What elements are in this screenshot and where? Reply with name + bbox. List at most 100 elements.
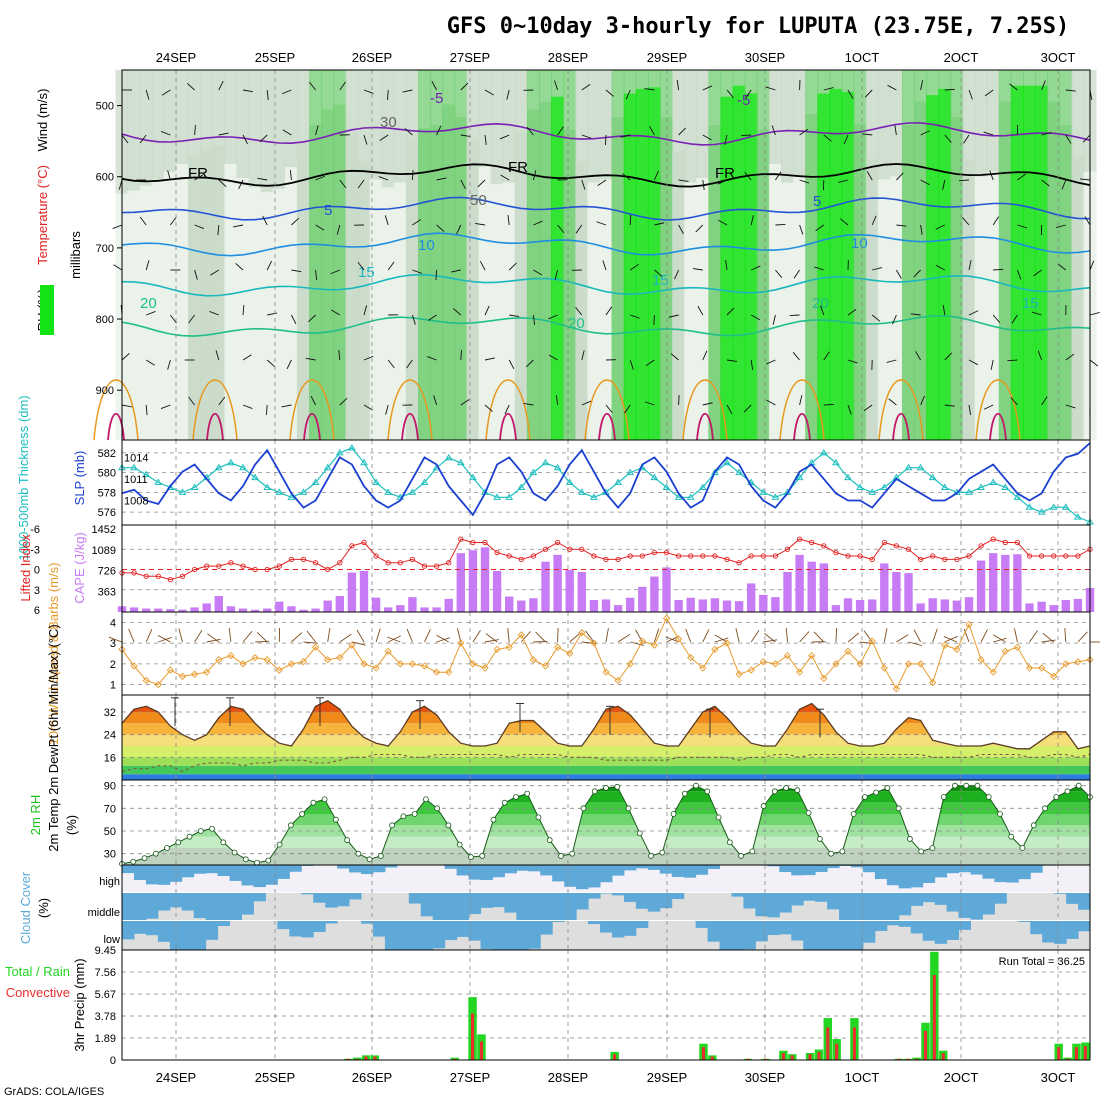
warm-contour (584, 379, 630, 441)
wind-barb (913, 269, 921, 278)
contour-label: 15 (1022, 295, 1039, 312)
rh-point (445, 822, 452, 829)
wind-barb (194, 629, 203, 643)
wind-speed-point (844, 647, 852, 656)
wind-barb (866, 171, 873, 181)
li-point (143, 573, 149, 579)
cloud-bar (611, 921, 625, 938)
cloud-bar (934, 893, 948, 905)
wind-barb (533, 269, 543, 276)
date-label-top: 3OCT (1041, 50, 1076, 65)
wind-barb (1011, 314, 1018, 324)
wind-barb (1041, 396, 1048, 406)
wind-barb (581, 400, 592, 406)
wind-barb (1037, 350, 1043, 361)
rh-cell (805, 113, 819, 440)
rh-cell (1010, 85, 1024, 441)
rh-cell (841, 70, 855, 92)
wind-barb (886, 359, 897, 363)
rh-cell (696, 178, 710, 440)
thickness-point (771, 493, 780, 500)
wind-barb (944, 134, 952, 143)
wind-barb (1084, 216, 1091, 226)
cape-bar (880, 563, 889, 612)
wind-barb (452, 308, 462, 316)
rh-cell (1022, 70, 1037, 86)
wind-speed-point (638, 637, 646, 645)
rh-cell (563, 70, 577, 130)
cloud-bar (217, 865, 231, 877)
wind-speed-point (299, 658, 308, 666)
wind-speed-point (324, 656, 332, 664)
rh-point (366, 856, 373, 863)
rh-cell (1022, 85, 1037, 441)
cape-bar (710, 598, 720, 612)
cape-bar (202, 603, 211, 612)
temperature-tick: 32 (104, 707, 116, 719)
thickness-point (650, 473, 659, 481)
wind-barb (726, 359, 737, 362)
li-point (905, 546, 912, 552)
wind-barb (259, 134, 268, 143)
li-point (833, 549, 839, 556)
wind-barb (1089, 260, 1095, 271)
thickness-point (928, 473, 937, 481)
wind-speed-point (662, 614, 671, 622)
cloud-bar (779, 865, 792, 873)
wind-barb (617, 633, 631, 643)
wind-barb (629, 359, 634, 370)
precip-convective-bar (373, 1056, 377, 1060)
wind-barb (847, 359, 858, 364)
wind-barb (992, 314, 1001, 323)
cloud-bar (731, 921, 744, 950)
wind-barb (799, 224, 804, 235)
li-point (966, 553, 972, 559)
date-label-bottom: 2OCT (944, 1070, 979, 1085)
precip-panel: Run Total = 36.25 9.45 7.56 5.67 3.78 1.89 0 3h… (5, 945, 1090, 1067)
rh-point (940, 794, 947, 800)
cape-bar (722, 600, 732, 612)
wind-barb (750, 359, 754, 370)
rh-point (850, 811, 857, 817)
li-point (1075, 553, 1081, 559)
thickness-point (1013, 493, 1022, 500)
rh-cell (962, 159, 976, 440)
cloud-bar (958, 893, 971, 918)
wind-barb (581, 84, 591, 91)
rh-cell (672, 70, 686, 152)
rh-point (299, 811, 305, 817)
rh-cell (877, 70, 891, 180)
wind-barb (908, 641, 923, 647)
wind-barb (242, 404, 253, 410)
cape-li-panel: -6 -3 0 3 6 1452 1089 726 363 Lifted Index CAPE (J… (18, 524, 1095, 617)
wind-barb (460, 179, 466, 190)
cloud-bar (659, 865, 673, 874)
wind-speed-point (711, 645, 719, 653)
wind-barb (913, 629, 921, 643)
wind-barb (484, 305, 490, 316)
wind-barb (624, 404, 631, 414)
thickness-point (348, 443, 356, 451)
cloud-bar (791, 865, 804, 876)
cape-bar (577, 571, 586, 612)
wind-barb (896, 224, 907, 227)
wind-speed-point (808, 651, 816, 660)
wind-speed-point (735, 670, 743, 678)
chart-title: GFS 0~10day 3-hourly for LUPUTA (23.75E,… (447, 14, 1070, 39)
rh-point (1075, 782, 1082, 789)
cloud-bar (289, 865, 302, 872)
cloud-bar (827, 865, 840, 869)
cape-bar (904, 573, 913, 612)
rh-cell (224, 70, 238, 164)
rh-cell (1047, 101, 1061, 441)
li-point (990, 536, 996, 542)
cape-bar (480, 547, 490, 612)
cloud-bar (970, 893, 983, 920)
cloud-bar (815, 921, 828, 950)
precip-convective-bar (781, 1053, 785, 1060)
cloud-bar (432, 893, 446, 920)
wind-barb (1014, 628, 1018, 643)
cloud-bar (767, 893, 780, 918)
cloud-bar (982, 865, 995, 879)
thickness-point (444, 453, 453, 461)
